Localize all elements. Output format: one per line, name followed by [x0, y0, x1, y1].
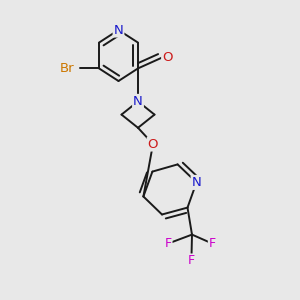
Text: F: F — [164, 237, 172, 250]
Text: O: O — [148, 137, 158, 151]
Text: O: O — [162, 51, 173, 64]
Text: N: N — [192, 176, 201, 189]
Text: Br: Br — [60, 62, 75, 75]
Text: N: N — [114, 23, 123, 37]
Text: F: F — [188, 254, 195, 268]
Text: F: F — [209, 237, 216, 250]
Text: N: N — [133, 95, 143, 108]
